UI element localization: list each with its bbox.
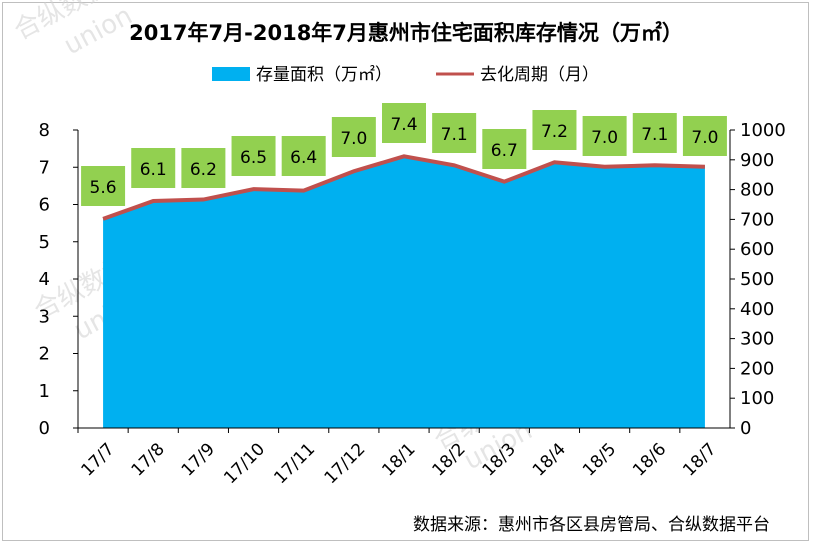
data-label-box bbox=[81, 166, 126, 206]
x-tick-label: 17/8 bbox=[128, 439, 169, 480]
data-label: 6.7 bbox=[491, 141, 518, 161]
y-left-tick-label: 2 bbox=[39, 344, 50, 365]
y-right-tick-label: 500 bbox=[740, 269, 774, 290]
y-right-tick-label: 1000 bbox=[740, 120, 786, 141]
y-left-tick-label: 4 bbox=[39, 269, 50, 290]
data-label: 7.0 bbox=[591, 128, 618, 148]
y-left-tick-label: 0 bbox=[39, 418, 50, 439]
data-label-box bbox=[331, 117, 376, 157]
y-left-tick-label: 1 bbox=[39, 381, 50, 402]
plot-area: 0 1 2 3 4 5 6 7 8 0 100 200 300 400 500 600 700 800 900 100… bbox=[39, 103, 786, 488]
data-label-box bbox=[582, 116, 627, 156]
y-left-tick-label: 7 bbox=[39, 157, 50, 178]
data-label: 6.5 bbox=[240, 148, 267, 168]
y-left-tick-label: 6 bbox=[39, 195, 50, 216]
y-right-tick-label: 400 bbox=[740, 299, 774, 320]
y-right-tick-label: 600 bbox=[740, 239, 774, 260]
legend: 存量面积（万㎡） 去化周期（月） bbox=[212, 65, 599, 85]
data-label-box bbox=[682, 116, 727, 156]
x-tick-label: 17/11 bbox=[270, 439, 319, 488]
x-tick-label: 18/1 bbox=[378, 439, 419, 480]
y-right-tick-label: 300 bbox=[740, 329, 774, 350]
x-tick-label: 17/9 bbox=[178, 439, 219, 480]
data-label-box bbox=[231, 136, 276, 176]
x-tick-label: 18/4 bbox=[529, 439, 570, 480]
x-tick-label: 18/2 bbox=[429, 439, 470, 480]
y-right-tick-label: 800 bbox=[740, 180, 774, 201]
data-label: 7.4 bbox=[390, 115, 417, 135]
x-tick-label: 17/7 bbox=[77, 439, 118, 480]
data-label-box bbox=[532, 110, 577, 150]
source-note: 数据来源：惠州市各区县房管局、合纵数据平台 bbox=[413, 515, 770, 535]
data-label-box bbox=[131, 148, 176, 188]
data-label: 6.2 bbox=[190, 160, 217, 180]
x-tick-label: 18/6 bbox=[629, 439, 670, 480]
x-tick-label: 18/7 bbox=[679, 439, 720, 480]
y-left-tick-label: 8 bbox=[39, 120, 50, 141]
y-right-tick-label: 900 bbox=[740, 150, 774, 171]
legend-label-line: 去化周期（月） bbox=[480, 65, 599, 85]
data-label-box bbox=[281, 136, 326, 176]
data-label: 7.1 bbox=[441, 125, 468, 145]
data-label-box bbox=[632, 113, 677, 153]
data-label-box bbox=[382, 103, 426, 143]
y-right-tick-label: 200 bbox=[740, 358, 774, 379]
y-left-tick-label: 5 bbox=[39, 232, 50, 253]
legend-label-area: 存量面积（万㎡） bbox=[256, 65, 392, 85]
data-label: 7.0 bbox=[340, 129, 367, 149]
data-label: 5.6 bbox=[90, 178, 117, 198]
data-label: 7.1 bbox=[641, 125, 668, 145]
data-label: 6.1 bbox=[140, 160, 167, 180]
data-label: 7.2 bbox=[541, 122, 568, 142]
data-label: 7.0 bbox=[691, 128, 718, 148]
area-series-inventory bbox=[103, 155, 705, 428]
data-label-box bbox=[432, 113, 477, 153]
line-series-turnover bbox=[102, 154, 705, 221]
y-right-tick-label: 0 bbox=[740, 418, 751, 439]
y-right-tick-label: 100 bbox=[740, 388, 774, 409]
y-left-tick-label: 3 bbox=[39, 306, 50, 327]
y-right-tick-label: 700 bbox=[740, 209, 774, 230]
chart-title: 2017年7月-2018年7月惠州市住宅面积库存情况（万㎡） bbox=[129, 21, 683, 45]
legend-swatch-area bbox=[212, 67, 250, 81]
data-label-box bbox=[181, 148, 226, 188]
data-label: 6.4 bbox=[290, 148, 317, 168]
x-tick-label: 17/10 bbox=[220, 439, 269, 488]
data-label-box bbox=[482, 129, 527, 169]
x-tick-label: 18/5 bbox=[579, 439, 620, 480]
x-tick-label: 17/12 bbox=[321, 439, 370, 488]
